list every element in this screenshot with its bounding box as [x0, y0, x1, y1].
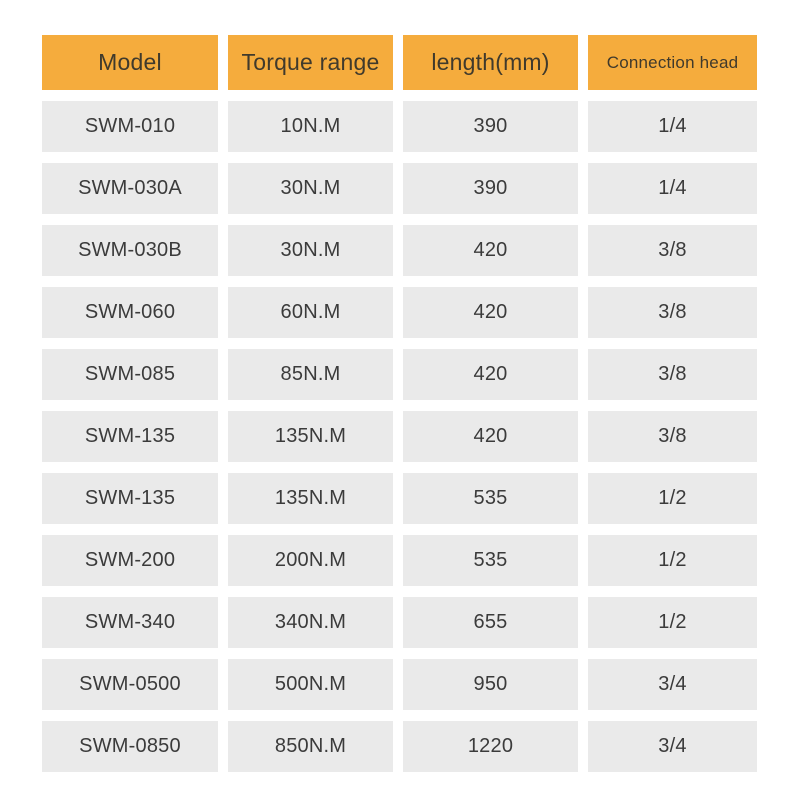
cell-torque-range: 60N.M	[228, 287, 393, 338]
cell-model: SWM-340	[42, 597, 218, 648]
cell-connection-head: 1/2	[588, 597, 757, 648]
cell-length: 1220	[403, 721, 578, 772]
cell-torque-range: 340N.M	[228, 597, 393, 648]
cell-torque-range: 135N.M	[228, 411, 393, 462]
cell-length: 390	[403, 163, 578, 214]
cell-model: SWM-030A	[42, 163, 218, 214]
cell-length: 535	[403, 473, 578, 524]
cell-torque-range: 30N.M	[228, 225, 393, 276]
cell-connection-head: 3/4	[588, 721, 757, 772]
cell-length: 420	[403, 411, 578, 462]
cell-model: SWM-0850	[42, 721, 218, 772]
cell-connection-head: 3/8	[588, 287, 757, 338]
cell-model: SWM-060	[42, 287, 218, 338]
cell-model: SWM-085	[42, 349, 218, 400]
cell-torque-range: 500N.M	[228, 659, 393, 710]
column-header-model: Model	[42, 35, 218, 90]
cell-length: 535	[403, 535, 578, 586]
cell-connection-head: 3/8	[588, 411, 757, 462]
cell-connection-head: 1/4	[588, 101, 757, 152]
spec-table: Model Torque range length(mm) Connection…	[42, 35, 757, 772]
cell-connection-head: 3/8	[588, 225, 757, 276]
cell-length: 420	[403, 225, 578, 276]
cell-torque-range: 200N.M	[228, 535, 393, 586]
column-header-length: length(mm)	[403, 35, 578, 90]
cell-torque-range: 85N.M	[228, 349, 393, 400]
cell-length: 655	[403, 597, 578, 648]
cell-model: SWM-010	[42, 101, 218, 152]
cell-model: SWM-135	[42, 411, 218, 462]
cell-connection-head: 1/2	[588, 535, 757, 586]
cell-length: 950	[403, 659, 578, 710]
cell-model: SWM-0500	[42, 659, 218, 710]
column-header-torque-range: Torque range	[228, 35, 393, 90]
cell-length: 420	[403, 287, 578, 338]
cell-connection-head: 1/4	[588, 163, 757, 214]
cell-torque-range: 30N.M	[228, 163, 393, 214]
column-header-connection-head: Connection head	[588, 35, 757, 90]
cell-connection-head: 3/8	[588, 349, 757, 400]
cell-connection-head: 3/4	[588, 659, 757, 710]
cell-model: SWM-135	[42, 473, 218, 524]
cell-torque-range: 850N.M	[228, 721, 393, 772]
cell-connection-head: 1/2	[588, 473, 757, 524]
cell-model: SWM-200	[42, 535, 218, 586]
cell-length: 420	[403, 349, 578, 400]
cell-torque-range: 135N.M	[228, 473, 393, 524]
cell-model: SWM-030B	[42, 225, 218, 276]
cell-torque-range: 10N.M	[228, 101, 393, 152]
cell-length: 390	[403, 101, 578, 152]
